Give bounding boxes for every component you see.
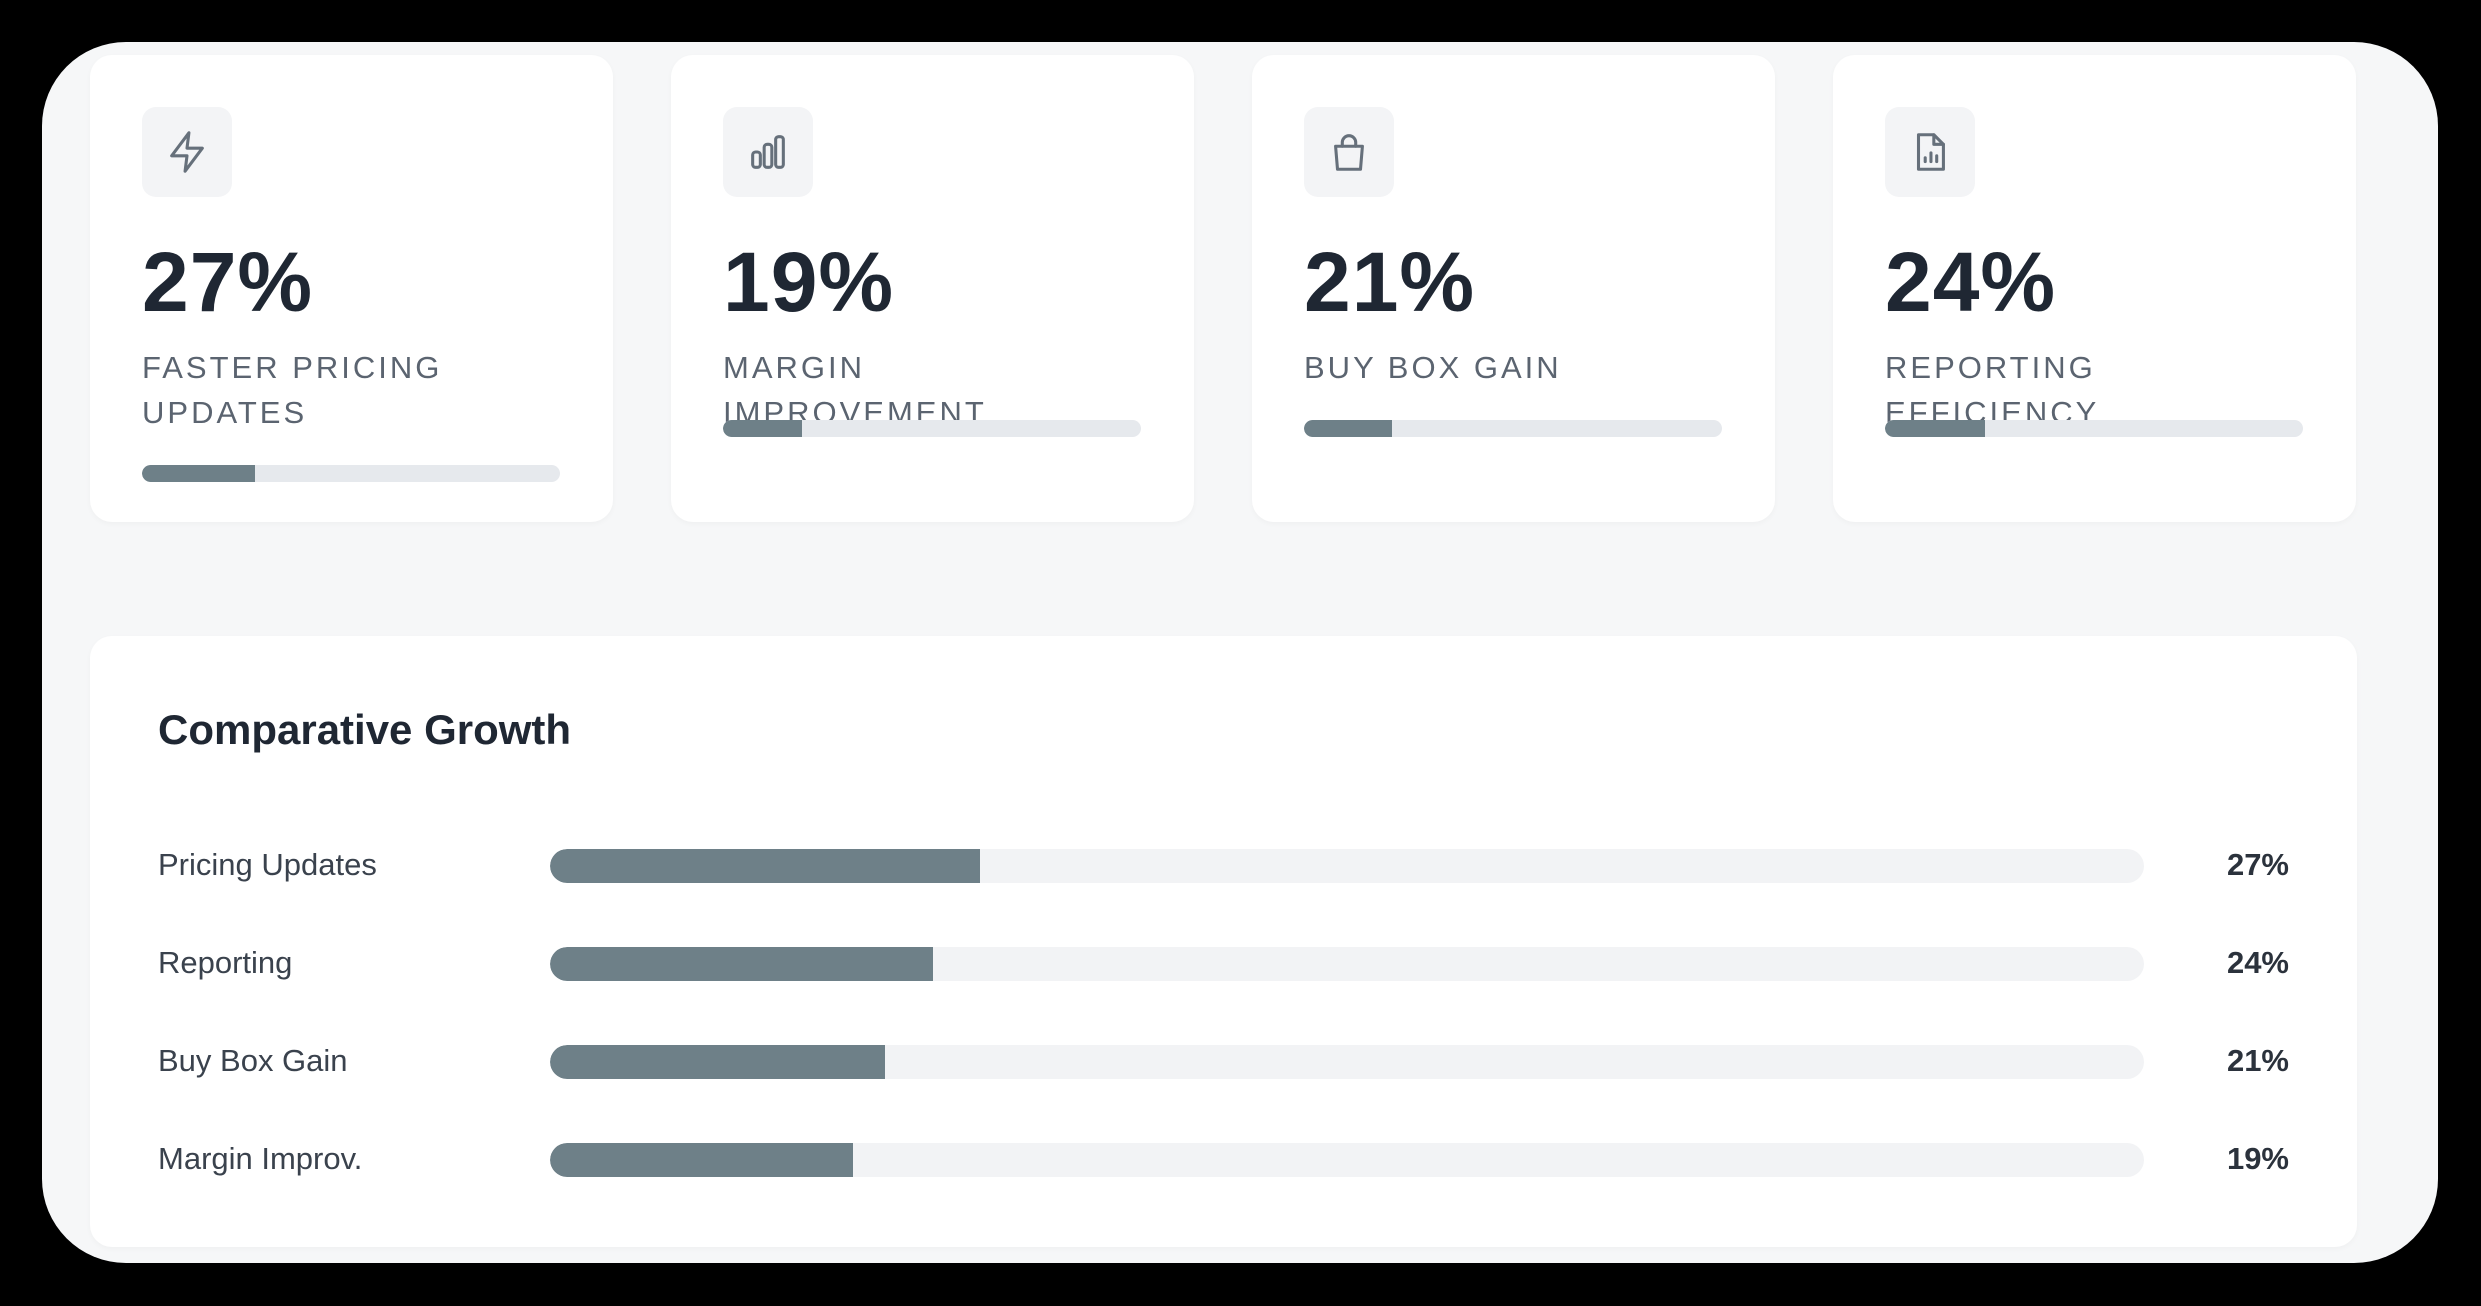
chart-bar-track <box>550 1143 2144 1177</box>
stat-value: 19% <box>723 235 895 329</box>
stat-label: FASTER PRICING UPDATES <box>142 350 443 430</box>
progress-bar <box>1885 420 2303 437</box>
progress-bar <box>142 465 560 482</box>
chart-category-label: Reporting <box>158 945 293 980</box>
chart-category-label: Buy Box Gain <box>158 1043 348 1078</box>
progress-fill <box>1304 420 1392 437</box>
chart-row: Buy Box Gain 21% <box>90 1037 2357 1087</box>
chart-bar <box>550 1143 853 1177</box>
stat-value: 27% <box>142 235 314 329</box>
stat-card-buy-box-gain: 21% BUY BOX GAIN <box>1252 55 1775 522</box>
chart-bar <box>550 1045 885 1079</box>
bar-chart-icon <box>723 107 813 197</box>
lightning-icon <box>142 107 232 197</box>
chart-row: Margin Improv. 19% <box>90 1135 2357 1185</box>
stat-value: 21% <box>1304 235 1476 329</box>
comparative-growth-card: Comparative Growth Pricing Updates 27% Rep… <box>90 636 2357 1247</box>
chart-row: Reporting 24% <box>90 939 2357 989</box>
chart-category-label: Pricing Updates <box>158 847 377 882</box>
stat-card-reporting-efficiency: 24% REPORTING EFFICIENCY <box>1833 55 2356 522</box>
stat-card-pricing-updates: 27% FASTER PRICING UPDATES <box>90 55 613 522</box>
dashboard-panel: 27% FASTER PRICING UPDATES 19% MARGIN IM… <box>42 42 2438 1263</box>
chart-bar-track <box>550 947 2144 981</box>
chart-bar-track <box>550 1045 2144 1079</box>
chart-value-label: 24% <box>2226 945 2289 980</box>
chart-value-label: 21% <box>2226 1043 2289 1078</box>
chart-row: Pricing Updates 27% <box>90 841 2357 891</box>
chart-value-label: 19% <box>2226 1141 2289 1176</box>
chart-title: Comparative Growth <box>158 706 572 753</box>
progress-fill <box>1885 420 1986 437</box>
chart-bar-track <box>550 849 2144 883</box>
stat-value: 24% <box>1885 235 2057 329</box>
chart-bar <box>550 947 933 981</box>
progress-bar <box>1304 420 1722 437</box>
progress-fill <box>142 465 255 482</box>
chart-category-label: Margin Improv. <box>158 1141 363 1176</box>
stat-card-margin-improvement: 19% MARGIN IMPROVEMENT <box>671 55 1194 522</box>
progress-fill <box>723 420 803 437</box>
chart-value-label: 27% <box>2226 847 2289 882</box>
stat-label: BUY BOX GAIN <box>1304 350 1562 385</box>
shopping-bag-icon <box>1304 107 1394 197</box>
report-document-icon <box>1885 107 1975 197</box>
chart-bar <box>550 849 981 883</box>
progress-bar <box>723 420 1141 437</box>
